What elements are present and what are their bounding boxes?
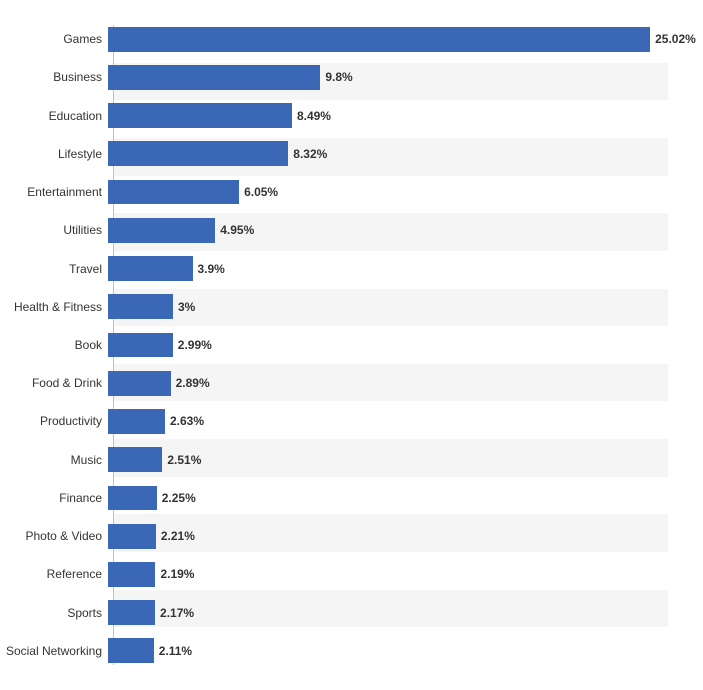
bar-track: 3.9% <box>108 249 693 287</box>
bar: 9.8% <box>108 65 320 90</box>
bar: 3% <box>108 294 173 319</box>
bar-track: 2.21% <box>108 517 693 555</box>
value-label: 8.49% <box>297 109 331 123</box>
bar-track: 2.99% <box>108 326 693 364</box>
category-label: Sports <box>0 606 108 620</box>
bar-track: 9.8% <box>108 58 693 96</box>
bar: 2.17% <box>108 600 155 625</box>
value-label: 4.95% <box>220 223 254 237</box>
bar-row: Travel3.9% <box>0 249 693 287</box>
category-label: Business <box>0 70 108 84</box>
plot-area: Games25.02%Business9.8%Education8.49%Lif… <box>0 20 693 670</box>
bar-row: Health & Fitness3% <box>0 288 693 326</box>
chart-container: Games25.02%Business9.8%Education8.49%Lif… <box>0 0 703 690</box>
bar-track: 2.89% <box>108 364 693 402</box>
bar: 2.63% <box>108 409 165 434</box>
bar: 2.19% <box>108 562 155 587</box>
value-label: 25.02% <box>655 32 696 46</box>
bar-row: Reference2.19% <box>0 555 693 593</box>
bar-row: Education8.49% <box>0 96 693 134</box>
bar-track: 4.95% <box>108 211 693 249</box>
bar: 4.95% <box>108 218 215 243</box>
bar: 25.02% <box>108 27 650 52</box>
bar-row: Business9.8% <box>0 58 693 96</box>
value-label: 2.11% <box>159 644 192 658</box>
category-label: Finance <box>0 491 108 505</box>
value-label: 2.25% <box>162 491 196 505</box>
bar: 2.89% <box>108 371 171 396</box>
bar-row: Food & Drink2.89% <box>0 364 693 402</box>
bar-track: 2.11% <box>108 632 693 670</box>
category-label: Health & Fitness <box>0 300 108 314</box>
bar-row: Book2.99% <box>0 326 693 364</box>
bar-track: 2.63% <box>108 402 693 440</box>
value-label: 3% <box>178 300 195 314</box>
value-label: 6.05% <box>244 185 278 199</box>
category-label: Photo & Video <box>0 529 108 543</box>
bar-track: 2.51% <box>108 441 693 479</box>
bar-row: Sports2.17% <box>0 594 693 632</box>
bar-rows: Games25.02%Business9.8%Education8.49%Lif… <box>0 20 693 670</box>
bar: 2.21% <box>108 524 156 549</box>
value-label: 2.89% <box>176 376 210 390</box>
category-label: Entertainment <box>0 185 108 199</box>
value-label: 2.99% <box>178 338 212 352</box>
bar: 2.51% <box>108 447 162 472</box>
category-label: Lifestyle <box>0 147 108 161</box>
category-label: Travel <box>0 262 108 276</box>
bar-track: 6.05% <box>108 173 693 211</box>
bar: 2.99% <box>108 333 173 358</box>
bar: 3.9% <box>108 256 193 281</box>
bar-track: 2.17% <box>108 594 693 632</box>
bar: 8.49% <box>108 103 292 128</box>
bar-row: Music2.51% <box>0 441 693 479</box>
value-label: 2.21% <box>161 529 195 543</box>
category-label: Utilities <box>0 223 108 237</box>
bar-row: Photo & Video2.21% <box>0 517 693 555</box>
bar-track: 8.49% <box>108 96 693 134</box>
value-label: 2.17% <box>160 606 194 620</box>
value-label: 2.51% <box>167 453 201 467</box>
bar-track: 8.32% <box>108 135 693 173</box>
category-label: Education <box>0 109 108 123</box>
category-label: Reference <box>0 567 108 581</box>
bar-row: Utilities4.95% <box>0 211 693 249</box>
bar-row: Entertainment6.05% <box>0 173 693 211</box>
value-label: 2.19% <box>160 567 194 581</box>
bar: 2.11% <box>108 638 154 663</box>
category-label: Social Networking <box>0 644 108 658</box>
bar-track: 2.25% <box>108 479 693 517</box>
bar-row: Finance2.25% <box>0 479 693 517</box>
bar-row: Productivity2.63% <box>0 402 693 440</box>
value-label: 2.63% <box>170 414 204 428</box>
category-label: Games <box>0 32 108 46</box>
bar-row: Social Networking2.11% <box>0 632 693 670</box>
bar-row: Games25.02% <box>0 20 693 58</box>
bar-track: 25.02% <box>108 20 693 58</box>
bar-track: 3% <box>108 288 693 326</box>
value-label: 3.9% <box>198 262 225 276</box>
bar-track: 2.19% <box>108 555 693 593</box>
bar: 8.32% <box>108 141 288 166</box>
bar: 2.25% <box>108 486 157 511</box>
category-label: Food & Drink <box>0 376 108 390</box>
bar-row: Lifestyle8.32% <box>0 135 693 173</box>
category-label: Book <box>0 338 108 352</box>
bar: 6.05% <box>108 180 239 205</box>
category-label: Music <box>0 453 108 467</box>
value-label: 8.32% <box>293 147 327 161</box>
category-label: Productivity <box>0 414 108 428</box>
value-label: 9.8% <box>325 70 352 84</box>
